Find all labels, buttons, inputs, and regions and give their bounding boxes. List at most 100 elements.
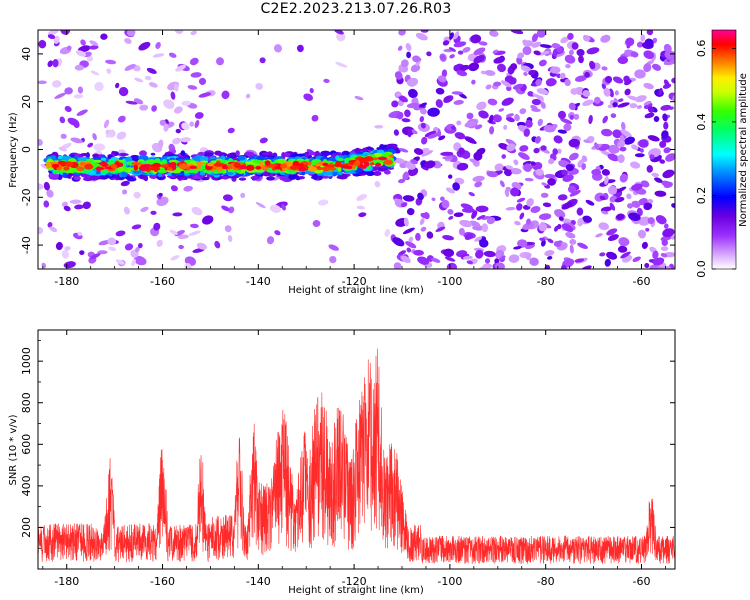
noise-cell — [557, 194, 568, 201]
noise-cell — [93, 143, 106, 152]
noise-cell — [600, 206, 613, 212]
noise-cell — [551, 43, 561, 49]
noise-cell — [221, 205, 230, 212]
noise-cell — [403, 217, 409, 227]
noise-cell — [480, 70, 487, 75]
noise-cell — [601, 169, 610, 176]
noise-cell — [538, 222, 548, 232]
noise-cell — [78, 45, 91, 53]
ridge-cell — [123, 166, 128, 172]
noise-cell — [582, 90, 591, 97]
noise-cell — [519, 212, 525, 220]
noise-cell — [79, 250, 85, 256]
noise-cell — [196, 242, 208, 250]
noise-cell — [544, 250, 555, 257]
noise-cell — [131, 224, 142, 230]
noise-cell — [627, 203, 633, 209]
noise-cell — [82, 201, 91, 210]
ridge-cell — [295, 176, 301, 181]
noise-cell — [124, 38, 132, 44]
noise-cell — [492, 49, 499, 54]
noise-cell — [665, 153, 675, 162]
noise-cell — [581, 163, 587, 170]
noise-cell — [557, 224, 562, 230]
noise-cell — [89, 253, 101, 260]
noise-cell — [663, 121, 669, 130]
noise-cell — [576, 207, 584, 216]
noise-cell — [505, 206, 516, 211]
noise-cell — [663, 43, 672, 53]
ridge-cell — [117, 166, 125, 172]
ridge-cell — [171, 172, 176, 176]
noise-cell — [398, 250, 406, 256]
noise-cell — [614, 90, 619, 96]
noise-cell — [542, 202, 552, 208]
ridge-cell — [180, 150, 186, 157]
ridge-cell — [281, 152, 286, 158]
noise-cell — [458, 227, 465, 236]
noise-cell — [641, 241, 648, 249]
noise-cell — [133, 191, 141, 199]
noise-cell — [64, 246, 71, 251]
noise-cell — [356, 194, 367, 201]
ridge-cell — [301, 171, 306, 176]
ridge-peak-cell — [221, 165, 228, 170]
noise-cell — [115, 82, 120, 89]
noise-cell — [565, 164, 574, 172]
noise-cell — [407, 128, 413, 138]
noise-cell — [471, 79, 476, 85]
noise-cell — [534, 136, 541, 144]
ridge-cell — [255, 156, 266, 161]
ridge-cell — [129, 154, 141, 161]
noise-cell — [620, 129, 632, 138]
ridge-cell — [149, 173, 158, 179]
noise-cell — [607, 234, 619, 242]
ridge-cell — [296, 153, 305, 157]
noise-cell — [449, 54, 455, 59]
noise-cell — [451, 125, 456, 131]
noise-cell — [150, 210, 157, 215]
noise-cell — [538, 213, 552, 220]
noise-cell — [604, 75, 613, 84]
noise-cell — [466, 260, 473, 265]
noise-cell — [43, 181, 50, 191]
noise-cell — [222, 194, 233, 202]
noise-cell — [649, 154, 655, 160]
noise-cell — [224, 225, 232, 233]
noise-cell — [398, 95, 408, 103]
noise-cell — [601, 210, 609, 215]
ridge-cell — [51, 163, 60, 168]
noise-cell — [405, 43, 412, 51]
noise-cell — [181, 122, 190, 130]
noise-cell — [391, 100, 399, 108]
noise-cell — [569, 114, 574, 120]
noise-cell — [540, 145, 547, 151]
noise-cell — [643, 82, 654, 90]
noise-cell — [564, 54, 576, 64]
noise-cell — [47, 30, 59, 36]
noise-cell — [426, 51, 432, 57]
noise-cell — [124, 63, 136, 71]
noise-cell — [569, 190, 581, 197]
noise-cell — [643, 100, 652, 106]
noise-cell — [53, 35, 60, 44]
noise-cell — [189, 121, 195, 127]
noise-cell — [506, 143, 516, 152]
noise-cell — [214, 240, 221, 249]
noise-cell — [594, 142, 600, 151]
noise-cell — [606, 251, 618, 260]
noise-cell — [115, 259, 125, 265]
noise-cell — [637, 229, 647, 239]
noise-cell — [523, 72, 528, 76]
ridge-cell — [197, 165, 202, 169]
noise-cell — [631, 183, 643, 191]
noise-cell — [517, 52, 525, 59]
noise-cell — [415, 32, 428, 41]
noise-cell — [415, 232, 421, 241]
noise-cell — [446, 262, 457, 269]
ridge-cell — [245, 164, 255, 171]
noise-cell — [323, 78, 330, 84]
noise-cell — [560, 36, 569, 44]
noise-cell — [484, 258, 491, 264]
noise-cell — [421, 136, 428, 145]
